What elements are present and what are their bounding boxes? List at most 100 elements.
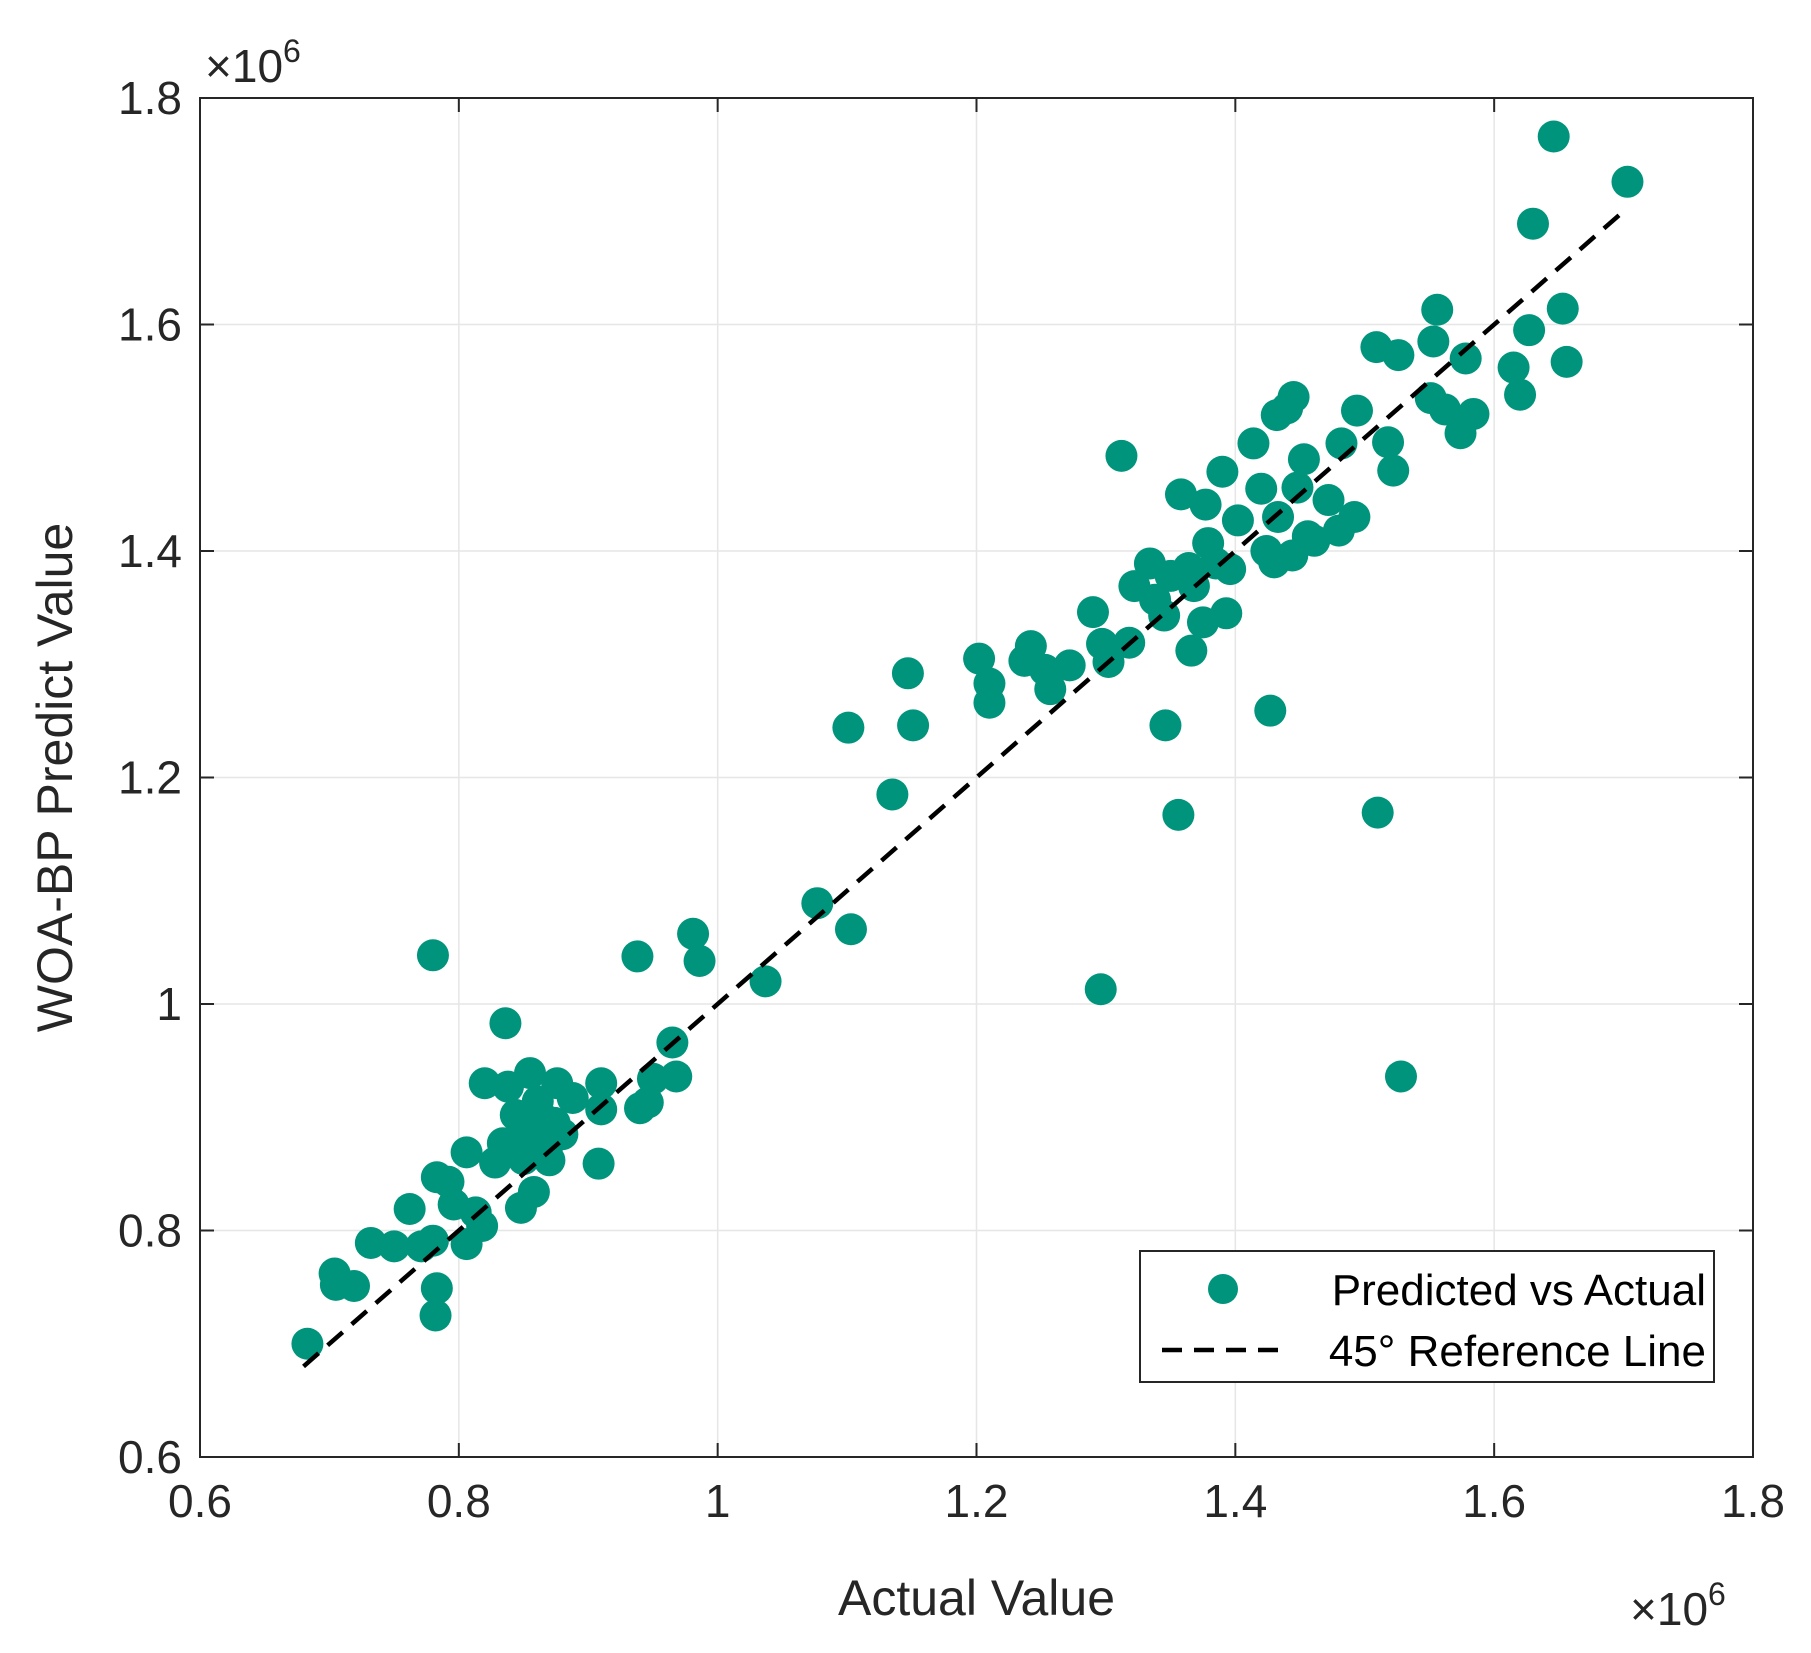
data-point [1237,427,1270,460]
x-tick-label: 1.8 [1721,1475,1785,1527]
data-point [683,944,716,977]
data-point [1550,345,1583,378]
data-point [1164,478,1197,511]
legend-box [1139,1250,1715,1383]
data-point [1611,165,1644,198]
data-point [1162,798,1195,831]
data-point [677,917,710,950]
data-point [378,1230,411,1263]
data-point [1084,973,1117,1006]
data-point [1287,443,1320,476]
data-point [1298,524,1331,557]
y-tick-label: 0.6 [118,1431,182,1483]
y-tick-label: 1.2 [118,752,182,804]
legend-label-reference: 45° Reference Line [1329,1327,1706,1376]
data-point [533,1144,566,1177]
data-point [876,778,909,811]
data-point [631,1086,664,1119]
data-point [1428,393,1461,426]
data-point [393,1192,426,1225]
legend: Predicted vs Actual 45° Reference Line [1139,1250,1715,1383]
axis-ticks: 0.6 0.8 1 1.2 1.4 1.6 1.8 0.6 0.8 1 1.2 1.4 1.6 1.8 [118,72,1785,1527]
y-axis-label: WOA-BP Predict Value [27,523,83,1032]
data-point [582,1147,615,1180]
data-point [1034,673,1067,706]
x-tick-label: 1 [705,1475,731,1527]
data-point [416,939,449,972]
data-point [517,1175,550,1208]
data-point [1449,342,1482,375]
y-exponent-base: ×10 [205,40,283,92]
x-tick-label: 0.6 [168,1475,232,1527]
y-tick-label: 1 [156,978,182,1030]
data-point [291,1327,324,1360]
data-point [1149,709,1182,742]
legend-marker-points [1208,1274,1238,1304]
data-point [1417,325,1450,358]
data-point [1497,351,1530,384]
data-point [1262,501,1295,534]
data-point [1372,426,1405,459]
data-point [1189,488,1222,521]
data-point [1014,630,1047,663]
data-point [546,1118,579,1151]
data-point [1312,484,1345,517]
data-point [585,1093,618,1126]
data-point [1537,120,1570,153]
data-point [419,1299,452,1332]
data-point [636,1062,669,1095]
x-axis-label: Actual Value [838,1570,1115,1626]
data-point [1340,394,1373,427]
data-point [1210,597,1243,630]
x-axis-exponent: ×106 [1630,1576,1726,1635]
data-point [1245,472,1278,505]
data-point [1221,504,1254,537]
x-tick-label: 1.2 [945,1475,1009,1527]
data-point [834,913,867,946]
reference-line [302,209,1626,1369]
data-point [420,1272,453,1305]
data-point [1175,634,1208,667]
data-point [973,686,1006,719]
data-point [1053,649,1086,682]
data-point [489,1007,522,1040]
data-point [1277,380,1310,413]
data-point [1377,454,1410,487]
data-point [1421,293,1454,326]
data-point [1076,596,1109,629]
y-tick-label: 0.8 [118,1205,182,1257]
y-exponent-power: 6 [283,33,301,69]
x-exponent-base: ×10 [1630,1583,1708,1635]
data-point [1513,314,1546,347]
data-point [585,1067,618,1100]
data-point [749,965,782,998]
data-point [1361,796,1394,829]
x-tick-label: 1.6 [1462,1475,1526,1527]
data-point [450,1136,483,1169]
data-point [963,642,996,675]
data-point [1206,455,1239,488]
data-point [621,940,654,973]
data-point [832,711,865,744]
data-point [1281,471,1314,504]
data-point [556,1081,589,1114]
data-point [1338,501,1371,534]
x-tick-label: 1.4 [1203,1475,1267,1527]
data-point [891,657,924,690]
data-point [897,709,930,742]
data-point [1382,339,1415,372]
data-point [1384,1060,1417,1093]
data-point [466,1209,499,1242]
data-point [1254,694,1287,727]
data-point [660,1060,693,1093]
x-exponent-power: 6 [1708,1576,1726,1612]
y-axis-exponent: ×106 [205,33,301,92]
data-point [416,1224,449,1257]
y-tick-label: 1.4 [118,525,182,577]
data-point [1457,397,1490,430]
x-tick-label: 0.8 [427,1475,491,1527]
data-point [801,887,834,920]
y-tick-label: 1.6 [118,299,182,351]
